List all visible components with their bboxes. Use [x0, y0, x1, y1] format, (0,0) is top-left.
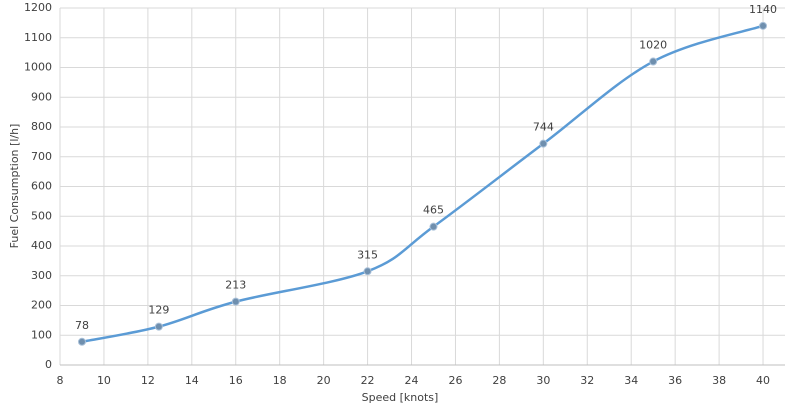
- x-tick-label: 38: [712, 374, 726, 387]
- y-tick-label: 1200: [24, 1, 52, 14]
- point: [363, 267, 372, 276]
- x-tick-label: 16: [229, 374, 243, 387]
- data-label: 1140: [749, 3, 777, 16]
- x-tick-label: 40: [756, 374, 770, 387]
- point: [539, 139, 548, 148]
- y-tick-label: 200: [31, 299, 52, 312]
- y-tick-label: 1100: [24, 31, 52, 44]
- y-tick-label: 300: [31, 269, 52, 282]
- x-tick-label: 28: [492, 374, 506, 387]
- data-label: 465: [423, 204, 444, 217]
- y-tick-label: 800: [31, 120, 52, 133]
- x-tick-label: 30: [536, 374, 550, 387]
- point: [759, 21, 768, 30]
- x-tick-label: 10: [97, 374, 111, 387]
- x-tick-label: 36: [668, 374, 682, 387]
- y-tick-label: 700: [31, 150, 52, 163]
- y-tick-label: 400: [31, 239, 52, 252]
- y-tick-label: 900: [31, 90, 52, 103]
- data-label: 1020: [639, 39, 667, 52]
- y-tick-label: 100: [31, 328, 52, 341]
- x-tick-label: 18: [273, 374, 287, 387]
- y-tick-label: 0: [45, 358, 52, 371]
- data-label: 78: [75, 319, 89, 332]
- x-tick-label: 14: [185, 374, 199, 387]
- data-label: 315: [357, 248, 378, 261]
- point: [231, 297, 240, 306]
- point: [77, 337, 86, 346]
- x-tick-label: 12: [141, 374, 155, 387]
- data-label: 744: [533, 121, 554, 134]
- point: [154, 322, 163, 331]
- point: [649, 57, 658, 66]
- x-tick-label: 34: [624, 374, 638, 387]
- x-tick-label: 32: [580, 374, 594, 387]
- line: [81, 24, 764, 344]
- y-tick-label: 500: [31, 209, 52, 222]
- data-label: 213: [225, 279, 246, 292]
- data-label: 129: [148, 304, 169, 317]
- x-tick-label: 22: [361, 374, 375, 387]
- x-tick-label: 24: [405, 374, 419, 387]
- x-tick-label: 20: [317, 374, 331, 387]
- x-axis-title: Speed [knots]: [362, 391, 439, 404]
- point: [429, 222, 438, 231]
- y-axis-title: Fuel Consumption [l/h]: [8, 124, 21, 249]
- x-tick-label: 8: [57, 374, 64, 387]
- y-tick-label: 1000: [24, 61, 52, 74]
- y-tick-label: 600: [31, 180, 52, 193]
- x-tick-label: 26: [448, 374, 462, 387]
